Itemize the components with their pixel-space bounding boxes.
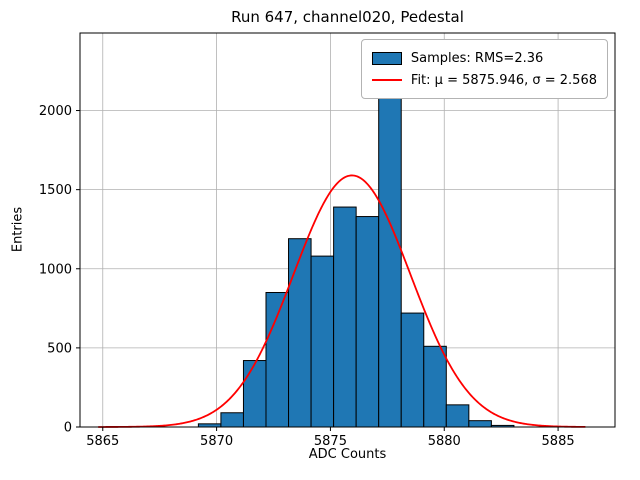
x-tick-label: 5865	[86, 434, 119, 449]
tick-marks: 5865 5870 5875 5880 5885 0 500 1000 1500 2000	[39, 104, 575, 449]
histogram-bar	[423, 345, 447, 428]
legend-entry-fit: Fit: μ = 5875.946, σ = 2.568	[371, 69, 597, 91]
histogram-bar	[333, 206, 357, 428]
legend-label-samples: Samples: RMS=2.36	[410, 50, 544, 66]
chart-title: Run 647, channel020, Pedestal	[231, 8, 464, 26]
histogram-bar	[378, 87, 402, 428]
legend: Samples: RMS=2.36 Fit: μ = 5875.946, σ =…	[360, 39, 608, 99]
histogram-bar	[468, 420, 492, 428]
histogram-bar	[355, 216, 380, 428]
histogram-bar	[445, 404, 470, 428]
axes-frame	[79, 32, 616, 428]
fit-curve	[98, 174, 586, 428]
y-axis-label: Entries	[10, 206, 26, 253]
histogram-bar	[220, 412, 244, 428]
x-tick-label: 5870	[200, 434, 233, 449]
x-tick-label: 5875	[314, 434, 347, 449]
y-tick-label: 500	[47, 341, 72, 356]
histogram-bar	[242, 360, 267, 428]
histogram-swatch-icon	[371, 51, 402, 65]
histogram-bars	[197, 87, 515, 428]
y-tick-label: 1500	[39, 183, 72, 198]
legend-entry-samples: Samples: RMS=2.36	[371, 47, 597, 69]
x-tick-label: 5880	[428, 434, 461, 449]
x-tick-label: 5885	[542, 434, 575, 449]
histogram-bar	[310, 255, 335, 428]
y-tick-label: 2000	[39, 104, 72, 119]
histogram-bar	[288, 238, 312, 428]
legend-label-fit: Fit: μ = 5875.946, σ = 2.568	[410, 72, 597, 88]
y-tick-label: 0	[64, 421, 72, 436]
histogram-bar	[400, 312, 425, 428]
histogram-bar	[265, 292, 290, 428]
y-tick-label: 1000	[39, 262, 72, 277]
x-axis-label: ADC Counts	[308, 447, 387, 462]
fit-line-swatch-icon	[371, 79, 402, 81]
